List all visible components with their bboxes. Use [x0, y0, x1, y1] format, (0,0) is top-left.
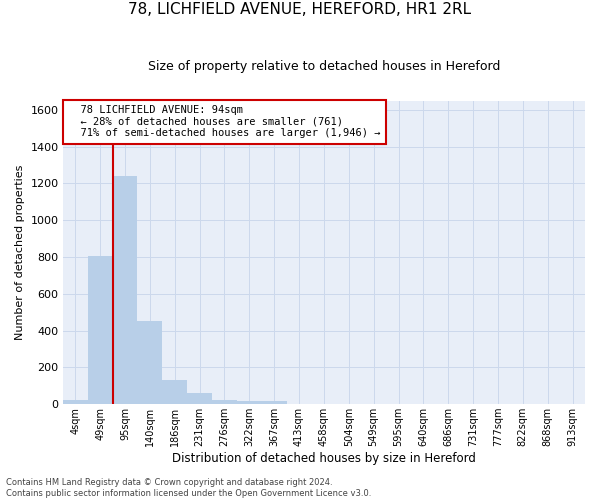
Text: Contains HM Land Registry data © Crown copyright and database right 2024.
Contai: Contains HM Land Registry data © Crown c…	[6, 478, 371, 498]
Bar	[212, 400, 237, 404]
Text: 78, LICHFIELD AVENUE, HEREFORD, HR1 2RL: 78, LICHFIELD AVENUE, HEREFORD, HR1 2RL	[128, 2, 472, 18]
Bar	[88, 256, 113, 404]
Bar	[63, 400, 88, 404]
X-axis label: Distribution of detached houses by size in Hereford: Distribution of detached houses by size …	[172, 452, 476, 465]
Y-axis label: Number of detached properties: Number of detached properties	[15, 164, 25, 340]
Bar	[187, 393, 212, 404]
Bar	[137, 322, 163, 404]
Bar	[237, 401, 262, 404]
Bar	[163, 380, 187, 404]
Bar	[262, 402, 287, 404]
Title: Size of property relative to detached houses in Hereford: Size of property relative to detached ho…	[148, 60, 500, 73]
Text: 78 LICHFIELD AVENUE: 94sqm
  ← 28% of detached houses are smaller (761)
  71% of: 78 LICHFIELD AVENUE: 94sqm ← 28% of deta…	[68, 105, 380, 138]
Bar	[113, 176, 137, 404]
